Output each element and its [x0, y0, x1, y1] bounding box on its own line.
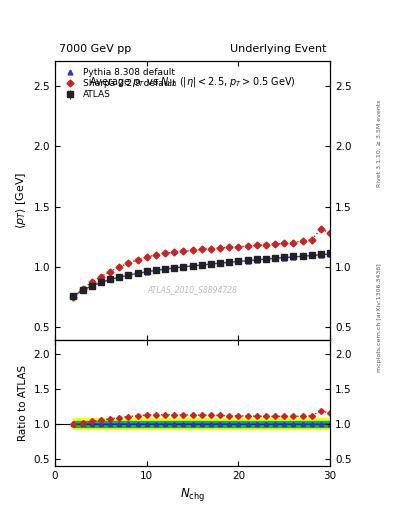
Sherpa 2.2.9 default	[181, 248, 186, 254]
Text: ATLAS_2010_S8894728: ATLAS_2010_S8894728	[147, 285, 238, 294]
Text: mcplots.cern.ch [arXiv:1306.3436]: mcplots.cern.ch [arXiv:1306.3436]	[377, 263, 382, 372]
Sherpa 2.2.9 default	[154, 252, 158, 258]
Sherpa 2.2.9 default	[328, 230, 332, 236]
Sherpa 2.2.9 default	[117, 264, 121, 270]
Text: 7000 GeV pp: 7000 GeV pp	[59, 44, 131, 54]
Pythia 8.308 default	[117, 274, 121, 281]
Pythia 8.308 default	[89, 283, 94, 289]
Sherpa 2.2.9 default	[199, 246, 204, 252]
Pythia 8.308 default	[163, 266, 167, 272]
Sherpa 2.2.9 default	[309, 237, 314, 243]
Sherpa 2.2.9 default	[89, 279, 94, 285]
Sherpa 2.2.9 default	[319, 226, 323, 232]
Line: Sherpa 2.2.9 default: Sherpa 2.2.9 default	[71, 226, 332, 299]
X-axis label: $N_{\mathrm{chg}}$: $N_{\mathrm{chg}}$	[180, 486, 205, 503]
Sherpa 2.2.9 default	[172, 249, 176, 255]
Sherpa 2.2.9 default	[163, 250, 167, 257]
Pythia 8.308 default	[273, 255, 277, 261]
Sherpa 2.2.9 default	[144, 254, 149, 260]
Sherpa 2.2.9 default	[135, 257, 140, 263]
Pythia 8.308 default	[264, 256, 268, 262]
Pythia 8.308 default	[245, 258, 250, 264]
Pythia 8.308 default	[218, 260, 222, 266]
Sherpa 2.2.9 default	[227, 244, 231, 250]
Pythia 8.308 default	[144, 269, 149, 275]
Sherpa 2.2.9 default	[71, 293, 76, 300]
Pythia 8.308 default	[254, 257, 259, 263]
Pythia 8.308 default	[300, 253, 305, 259]
Pythia 8.308 default	[108, 276, 112, 283]
Sherpa 2.2.9 default	[218, 245, 222, 251]
Pythia 8.308 default	[209, 261, 213, 267]
Pythia 8.308 default	[99, 280, 103, 286]
Sherpa 2.2.9 default	[126, 260, 131, 266]
Pythia 8.308 default	[135, 270, 140, 276]
Legend: Pythia 8.308 default, Sherpa 2.2.9 default, ATLAS: Pythia 8.308 default, Sherpa 2.2.9 defau…	[59, 66, 178, 101]
Sherpa 2.2.9 default	[108, 268, 112, 274]
Pythia 8.308 default	[309, 252, 314, 259]
Sherpa 2.2.9 default	[291, 240, 296, 246]
Pythia 8.308 default	[328, 251, 332, 257]
Pythia 8.308 default	[80, 287, 85, 293]
Pythia 8.308 default	[71, 293, 76, 300]
Pythia 8.308 default	[126, 272, 131, 278]
Sherpa 2.2.9 default	[99, 273, 103, 280]
Y-axis label: $\langle p_T \rangle$ [GeV]: $\langle p_T \rangle$ [GeV]	[14, 172, 28, 229]
Pythia 8.308 default	[236, 259, 241, 265]
Text: Average $p_T$ vs $N_{ch}$ ($|\eta| < 2.5$, $p_T > 0.5$ GeV): Average $p_T$ vs $N_{ch}$ ($|\eta| < 2.5…	[89, 75, 296, 89]
Sherpa 2.2.9 default	[236, 244, 241, 250]
Pythia 8.308 default	[291, 254, 296, 260]
Pythia 8.308 default	[282, 254, 286, 261]
Pythia 8.308 default	[199, 262, 204, 268]
Sherpa 2.2.9 default	[190, 247, 195, 253]
Sherpa 2.2.9 default	[264, 242, 268, 248]
Text: Rivet 3.1.10, ≥ 3.5M events: Rivet 3.1.10, ≥ 3.5M events	[377, 100, 382, 187]
Pythia 8.308 default	[190, 263, 195, 269]
Sherpa 2.2.9 default	[282, 240, 286, 246]
Pythia 8.308 default	[172, 265, 176, 271]
Pythia 8.308 default	[154, 267, 158, 273]
Sherpa 2.2.9 default	[273, 241, 277, 247]
Sherpa 2.2.9 default	[300, 238, 305, 244]
Pythia 8.308 default	[181, 264, 186, 270]
Line: Pythia 8.308 default: Pythia 8.308 default	[71, 251, 332, 298]
Sherpa 2.2.9 default	[254, 242, 259, 248]
Text: Underlying Event: Underlying Event	[230, 44, 326, 54]
Sherpa 2.2.9 default	[245, 243, 250, 249]
Y-axis label: Ratio to ATLAS: Ratio to ATLAS	[18, 365, 28, 441]
Pythia 8.308 default	[227, 259, 231, 265]
Sherpa 2.2.9 default	[209, 246, 213, 252]
Pythia 8.308 default	[319, 252, 323, 258]
Sherpa 2.2.9 default	[80, 286, 85, 292]
